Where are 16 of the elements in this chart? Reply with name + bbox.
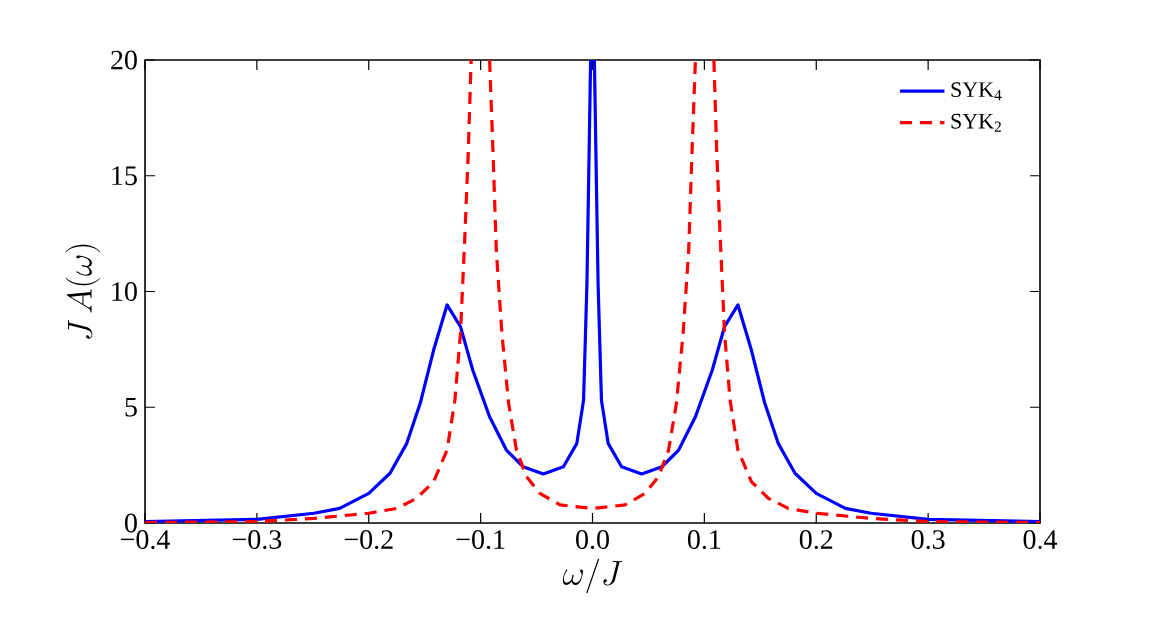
x-tick-label: 0.3 [911,530,945,550]
y-tick-label: 15 [112,166,137,186]
x-tick-label: −0.3 [232,530,282,550]
legend-label: SYK$_{4}$ [951,82,1002,101]
x-tick-label: −0.1 [456,530,505,550]
y-tick-label: 20 [111,50,137,70]
x-tick-label: 0.4 [1023,530,1058,550]
x-tick-label: 0.0 [576,530,609,550]
y-tick-label: 5 [125,397,137,417]
x-axis-title: $\omega/J$ [562,558,623,594]
y-tick-label: 10 [112,282,137,301]
y-axis-title: $J\,A(\omega)$ [65,244,101,339]
x-tick-label: 0.1 [687,530,721,550]
x-tick-label: 0.2 [799,530,833,550]
legend-label: SYK$_{2}$ [951,113,1001,132]
x-tick-label: −0.2 [344,530,393,550]
